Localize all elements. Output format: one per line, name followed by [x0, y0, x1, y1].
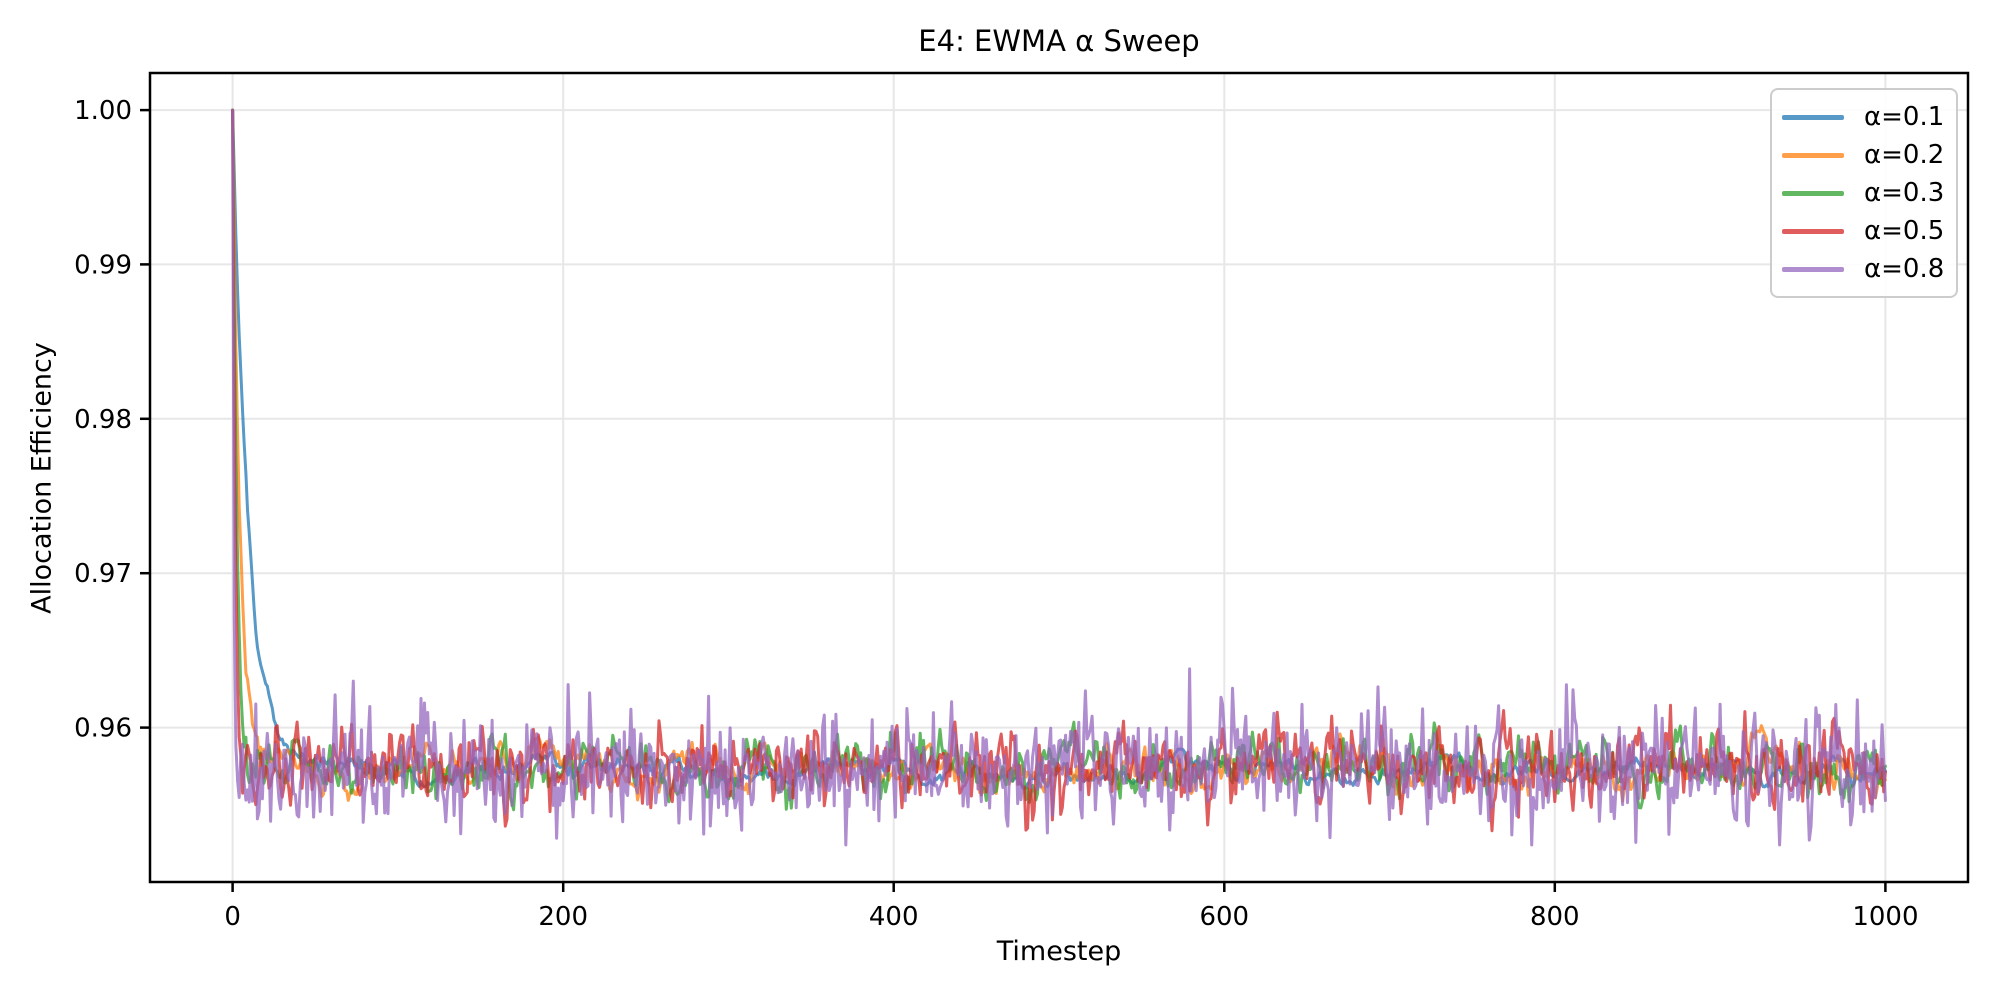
x-tick-label: 400	[869, 902, 919, 932]
legend-label: α=0.5	[1864, 216, 1945, 246]
legend-line-sample-icon	[1782, 190, 1844, 196]
legend-line-sample-icon	[1782, 114, 1844, 120]
y-tick-label: 0.96	[74, 714, 132, 744]
series-line-α=0.3	[231, 108, 1887, 812]
legend-line-sample-icon	[1782, 228, 1844, 234]
legend-line-sample-icon	[1782, 266, 1844, 272]
plot-border	[148, 71, 1970, 884]
legend-item: α=0.5	[1782, 216, 1944, 246]
chart-title: E4: EWMA α Sweep	[918, 24, 1200, 58]
x-tick-label: 200	[538, 902, 588, 932]
x-axis-label: Timestep	[996, 936, 1122, 967]
legend-line-sample-icon	[1782, 152, 1844, 158]
x-tick-label: 600	[1199, 902, 1249, 932]
y-tick-label: 0.98	[74, 405, 132, 435]
x-tick-label: 1000	[1852, 902, 1918, 932]
x-tick-label: 800	[1530, 902, 1580, 932]
legend-label: α=0.1	[1864, 102, 1945, 132]
legend: α=0.1 α=0.2 α=0.3 α=0.5 α=0.8	[1770, 88, 1958, 298]
legend-label: α=0.2	[1864, 140, 1945, 170]
series-line-α=0.1	[231, 108, 1887, 791]
legend-label: α=0.3	[1864, 178, 1945, 208]
series-line-α=0.2	[231, 108, 1887, 803]
legend-item: α=0.1	[1782, 102, 1944, 132]
legend-item: α=0.8	[1782, 254, 1944, 284]
y-tick-label: 1.00	[74, 96, 132, 126]
x-tick-label: 0	[224, 902, 241, 932]
y-tick-label: 0.99	[74, 250, 132, 280]
legend-label: α=0.8	[1864, 254, 1945, 284]
legend-item: α=0.3	[1782, 178, 1944, 208]
y-tick-label: 0.97	[74, 559, 132, 589]
series-line-α=0.5	[231, 108, 1887, 833]
series-line-α=0.8	[231, 108, 1887, 847]
legend-item: α=0.2	[1782, 140, 1944, 170]
